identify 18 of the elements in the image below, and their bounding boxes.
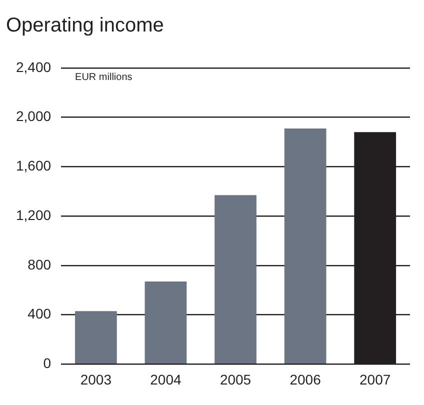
chart-title: Operating income — [6, 14, 164, 37]
bar — [74, 311, 117, 364]
y-tick-label: 1,200 — [16, 206, 52, 223]
y-tick-label: 400 — [28, 306, 52, 322]
x-tick-label: 2006 — [290, 371, 322, 388]
bar — [214, 195, 256, 364]
y-tick-label: 0 — [43, 355, 52, 372]
y-tick-label: 2,000 — [16, 108, 52, 124]
bar — [284, 128, 326, 364]
y-tick-label: 1,600 — [16, 158, 52, 174]
y-tick-label: 2,400 — [16, 58, 52, 75]
x-tick-label: 2004 — [150, 371, 182, 388]
bar — [144, 282, 187, 364]
x-tick-label: 2005 — [220, 371, 252, 388]
annotation: EUR millions — [75, 72, 132, 83]
y-tick-label: 800 — [28, 256, 52, 272]
x-tick-label: 2003 — [80, 371, 112, 388]
x-tick-label: 2007 — [360, 371, 391, 388]
